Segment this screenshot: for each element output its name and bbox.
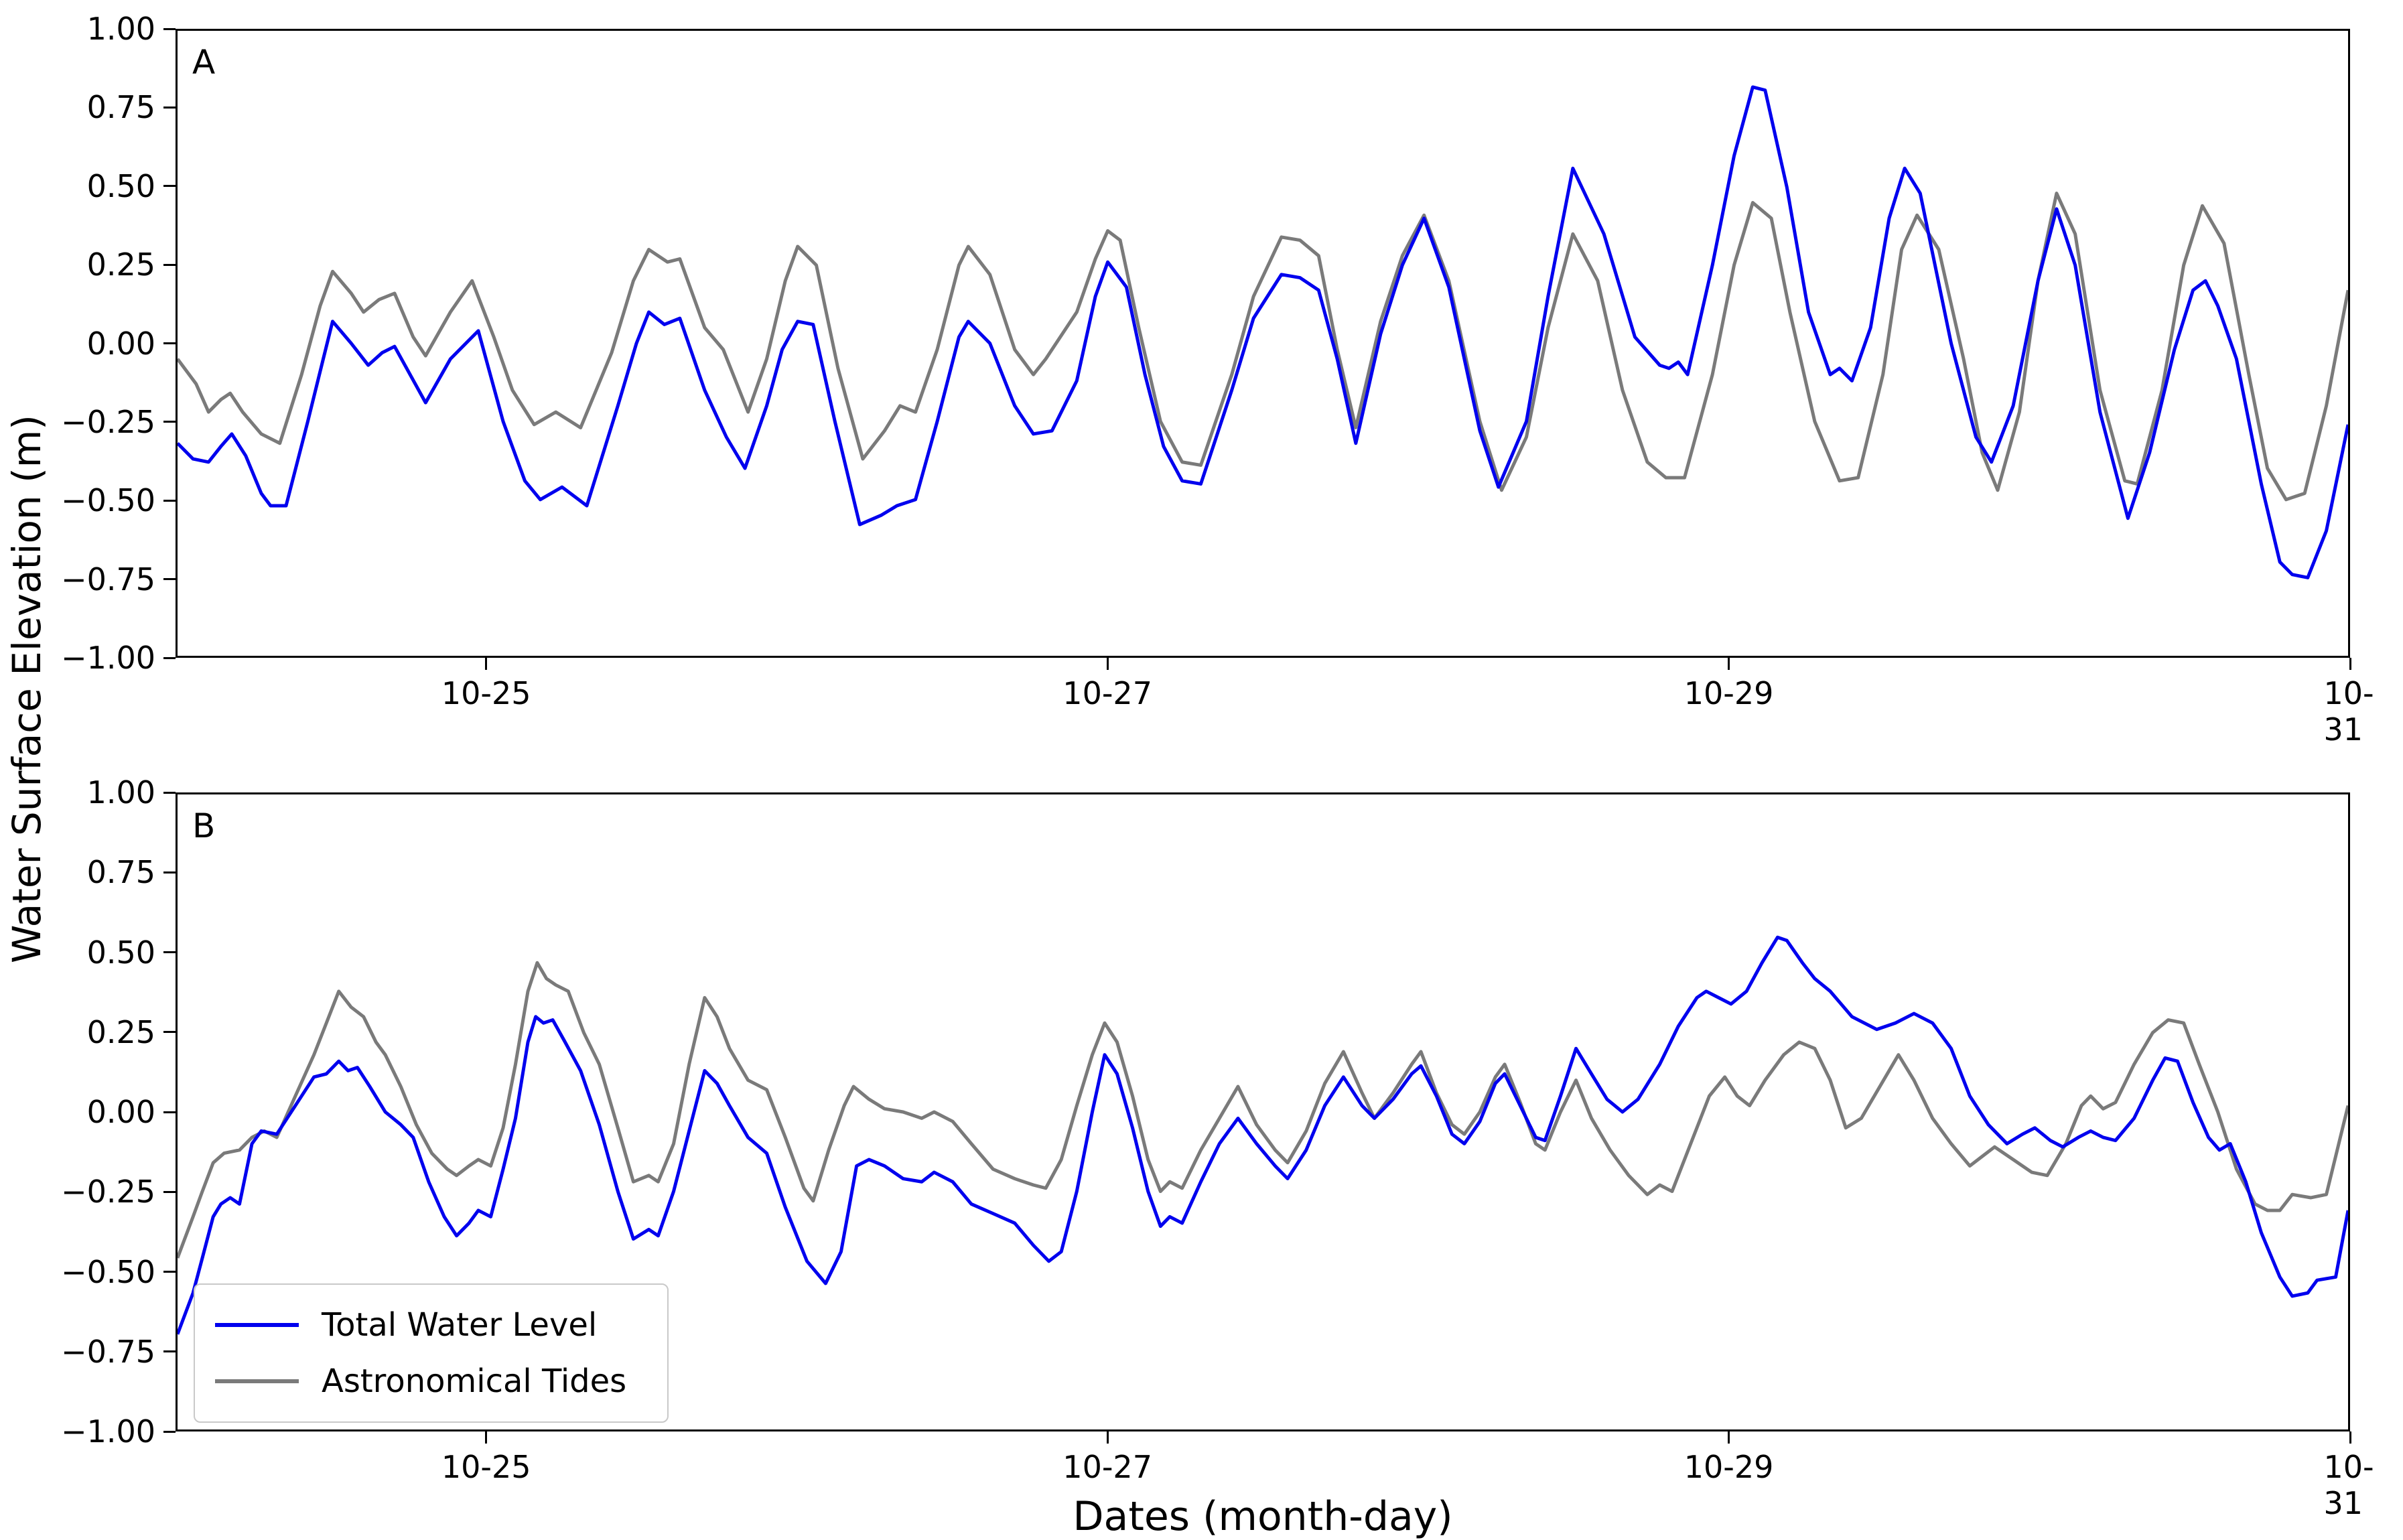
y-tick-label: 0.75 — [86, 89, 155, 126]
x-tick-mark — [2349, 658, 2351, 670]
x-tick-mark — [1728, 658, 1730, 670]
x-tick-label: 10-25 — [441, 675, 531, 711]
y-axis-title: Water Surface Elevation (m) — [4, 415, 50, 963]
y-tick-mark — [163, 1190, 176, 1193]
legend-item-astronomical-tides: Astronomical Tides — [215, 1355, 647, 1407]
total-water-level-line-swatch — [215, 1323, 299, 1327]
y-tick-mark — [163, 1111, 176, 1113]
y-tick-label: −0.75 — [61, 561, 155, 598]
x-tick-mark — [2349, 1431, 2351, 1444]
x-tick-label: 10-25 — [441, 1449, 531, 1485]
x-tick-mark — [485, 1431, 488, 1444]
y-tick-label: 0.50 — [86, 167, 155, 204]
panel-b-lines — [178, 935, 2348, 1335]
astronomical-tides-line — [178, 192, 2348, 502]
y-tick-label: −1.00 — [61, 640, 155, 676]
y-tick-mark — [163, 791, 176, 794]
x-tick-label: 10-29 — [1684, 675, 1774, 711]
panel-a-lines — [178, 85, 2348, 579]
y-tick-mark — [163, 263, 176, 266]
panel-b-letter: B — [192, 807, 216, 845]
y-tick-label: 0.75 — [86, 854, 155, 891]
x-tick-mark — [1728, 1431, 1730, 1444]
y-tick-mark — [163, 421, 176, 423]
panel-a-letter: A — [192, 43, 216, 82]
y-tick-mark — [163, 1430, 176, 1433]
y-tick-label: 1.00 — [86, 774, 155, 811]
legend-item-total-water-level: Total Water Level — [215, 1299, 647, 1351]
y-tick-mark — [163, 499, 176, 502]
x-tick-label: 10-27 — [1062, 675, 1152, 711]
x-tick-mark — [485, 658, 488, 670]
y-tick-label: −0.50 — [61, 482, 155, 519]
y-tick-label: 0.00 — [86, 1094, 155, 1130]
y-tick-mark — [163, 656, 176, 659]
legend-label-total-water-level: Total Water Level — [322, 1306, 598, 1344]
x-tick-label: 10-27 — [1062, 1449, 1152, 1485]
total-water-level-line — [178, 85, 2348, 579]
y-tick-label: −0.50 — [61, 1253, 155, 1290]
y-tick-mark — [163, 1271, 176, 1273]
total-water-level-line — [178, 935, 2348, 1335]
astronomical-tides-line-swatch — [215, 1379, 299, 1383]
y-tick-mark — [163, 185, 176, 188]
x-tick-mark — [1106, 658, 1109, 670]
astronomical-tides-line — [178, 961, 2348, 1259]
y-tick-label: 0.00 — [86, 325, 155, 362]
y-tick-mark — [163, 106, 176, 109]
y-tick-label: 1.00 — [86, 11, 155, 47]
x-tick-mark — [1106, 1431, 1109, 1444]
legend: Total Water Level Astronomical Tides — [194, 1283, 669, 1423]
y-tick-label: −0.75 — [61, 1333, 155, 1370]
y-tick-label: 0.50 — [86, 934, 155, 971]
x-axis-title: Dates (month-day) — [1073, 1493, 1453, 1540]
panel-b-plot: B Total Water Level Astronomical Tides — [176, 792, 2350, 1431]
x-tick-label: 10-31 — [2323, 1449, 2374, 1521]
y-tick-mark — [163, 1031, 176, 1034]
panel-a-plot: A — [176, 29, 2350, 658]
y-tick-label: −1.00 — [61, 1413, 155, 1450]
y-tick-mark — [163, 27, 176, 30]
y-tick-label: 0.25 — [86, 1013, 155, 1050]
y-tick-mark — [163, 871, 176, 873]
y-tick-mark — [163, 578, 176, 581]
y-tick-mark — [163, 342, 176, 344]
y-tick-label: −0.25 — [61, 403, 155, 440]
y-tick-mark — [163, 1350, 176, 1353]
x-tick-label: 10-31 — [2323, 675, 2374, 748]
legend-label-astronomical-tides: Astronomical Tides — [322, 1362, 627, 1400]
y-tick-mark — [163, 951, 176, 953]
y-tick-label: 0.25 — [86, 247, 155, 283]
y-tick-label: −0.25 — [61, 1174, 155, 1210]
x-tick-label: 10-29 — [1684, 1449, 1774, 1485]
